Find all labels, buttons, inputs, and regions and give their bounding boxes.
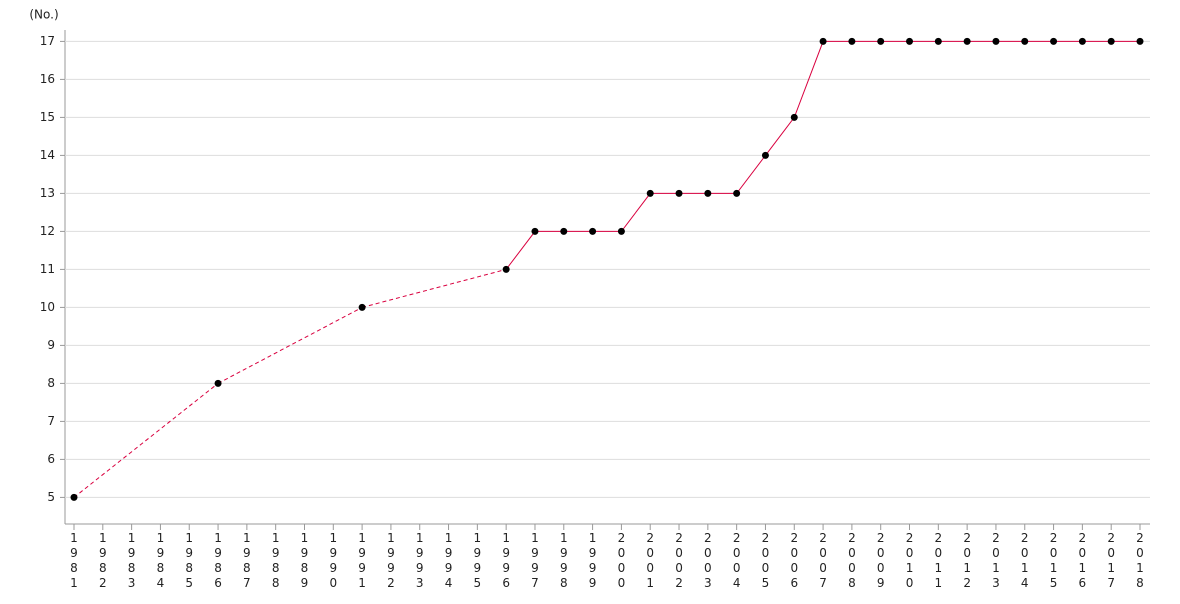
y-tick-label: 7 xyxy=(47,414,55,428)
y-tick-label: 10 xyxy=(40,300,55,314)
gap-connector xyxy=(217,306,363,384)
marker xyxy=(1107,37,1115,45)
marker xyxy=(560,227,568,235)
y-tick-label: 9 xyxy=(47,338,55,352)
marker xyxy=(70,493,78,501)
marker xyxy=(877,37,885,45)
marker xyxy=(502,265,510,273)
marker xyxy=(531,227,539,235)
gap-connector xyxy=(361,268,507,308)
marker xyxy=(906,37,914,45)
gap-connector xyxy=(73,383,219,498)
marker xyxy=(819,37,827,45)
y-tick-label: 8 xyxy=(47,376,55,390)
marker xyxy=(1050,37,1058,45)
marker xyxy=(790,113,798,121)
y-tick-label: 12 xyxy=(40,224,55,238)
marker xyxy=(358,303,366,311)
y-tick-label: 13 xyxy=(40,186,55,200)
marker xyxy=(992,37,1000,45)
marker xyxy=(761,151,769,159)
marker xyxy=(733,189,741,197)
marker xyxy=(214,379,222,387)
marker xyxy=(1136,37,1144,45)
marker xyxy=(848,37,856,45)
marker xyxy=(1078,37,1086,45)
y-tick-label: 5 xyxy=(47,490,55,504)
marker xyxy=(646,189,654,197)
y-tick-label: 11 xyxy=(40,262,55,276)
marker xyxy=(617,227,625,235)
y-tick-label: 15 xyxy=(40,110,55,124)
marker xyxy=(675,189,683,197)
y-tick-label: 16 xyxy=(40,72,55,86)
y-tick-label: 17 xyxy=(40,34,55,48)
marker xyxy=(1021,37,1029,45)
marker xyxy=(963,37,971,45)
marker xyxy=(704,189,712,197)
y-axis-label: (No.) xyxy=(29,8,58,22)
y-tick-label: 6 xyxy=(47,452,55,466)
marker xyxy=(934,37,942,45)
y-tick-label: 14 xyxy=(40,148,55,162)
marker xyxy=(589,227,597,235)
